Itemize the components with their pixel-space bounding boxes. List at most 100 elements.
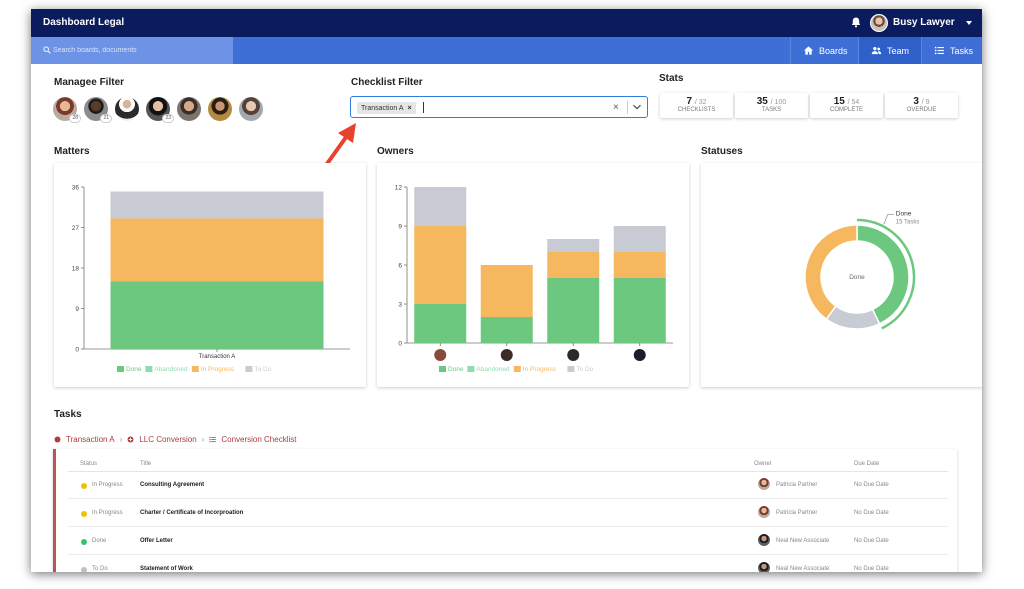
user-avatar[interactable] xyxy=(870,14,888,32)
stat-total: / 9 xyxy=(921,99,930,106)
owner-avatar xyxy=(758,506,770,518)
manager-avatar[interactable]: 28 xyxy=(53,97,81,123)
column-header-status[interactable]: Status xyxy=(80,461,98,467)
legend-label[interactable]: Abandoned xyxy=(154,366,188,373)
legend-label[interactable]: Done xyxy=(126,366,142,373)
task-title[interactable]: Charter / Certificate of Incorproation xyxy=(140,510,244,516)
table-row[interactable]: In Progress Charter / Certificate of Inc… xyxy=(68,499,948,527)
manager-avatar[interactable] xyxy=(115,97,139,121)
table-row[interactable]: In Progress Consulting Agreement Patrici… xyxy=(68,471,948,499)
breadcrumb-item-checklist[interactable]: Conversion Checklist xyxy=(221,434,297,444)
owner-avatar[interactable] xyxy=(567,349,580,361)
manager-avatar[interactable] xyxy=(177,97,201,121)
pie-highlight-label: Done xyxy=(896,210,912,217)
checklist-select[interactable]: Transaction A × × xyxy=(350,96,648,118)
legend-swatch xyxy=(145,366,153,372)
stat-card-overdue[interactable]: 3 / 9 OVERDUE xyxy=(885,93,958,118)
pie-slice-in-progress[interactable] xyxy=(804,224,858,321)
stat-card-checklists[interactable]: 7 / 32 CHECKLISTS xyxy=(660,93,733,118)
table-row[interactable]: Done Offer Letter Neal New Associate No … xyxy=(68,527,948,555)
y-tick-label: 0 xyxy=(75,347,79,354)
legend-label[interactable]: Abandoned xyxy=(476,366,510,373)
search-box xyxy=(31,37,233,64)
legend-label[interactable]: To Do xyxy=(576,366,593,373)
legend-label[interactable]: In Progress xyxy=(523,366,557,373)
stat-card-complete[interactable]: 15 / 54 COMPLETE xyxy=(810,93,883,118)
legend-swatch xyxy=(513,366,521,372)
chevron-down-icon[interactable] xyxy=(632,103,642,111)
bar-segment-in-progress[interactable] xyxy=(480,265,533,317)
clear-icon[interactable]: × xyxy=(613,102,619,113)
tab-tasks-label: Tasks xyxy=(950,45,974,56)
manager-avatar[interactable] xyxy=(208,97,232,121)
stat-value: 7 xyxy=(686,96,693,107)
legend-label[interactable]: In Progress xyxy=(201,366,235,373)
legend-swatch xyxy=(567,366,575,372)
manager-avatar[interactable]: 23 xyxy=(146,97,174,123)
owner-avatar[interactable] xyxy=(633,349,646,361)
tab-tasks[interactable]: Tasks xyxy=(921,37,982,64)
breadcrumb-separator: › xyxy=(119,434,123,444)
column-header-title[interactable]: Title xyxy=(140,461,152,467)
app-title[interactable]: Dashboard Legal xyxy=(43,17,125,28)
stat-card-tasks[interactable]: 35 / 100 TASKS xyxy=(735,93,808,118)
breadcrumb-item-board[interactable]: LLC Conversion xyxy=(139,434,197,444)
stat-total: / 100 xyxy=(770,99,787,106)
bar-segment-to-do[interactable] xyxy=(547,239,600,252)
task-title[interactable]: Offer Letter xyxy=(140,538,173,544)
matters-chart-card: 0 9 18 27 36 Transaction A Done Abandoned In Pro… xyxy=(54,163,366,387)
y-tick-label: 36 xyxy=(72,185,80,192)
table-row[interactable]: To Do Statement of Work Neal New Associa… xyxy=(68,555,948,572)
statuses-chart-card: Done 15 Tasks Done xyxy=(701,163,982,387)
bar-segment-in-progress[interactable] xyxy=(613,252,666,278)
bar-segment-in-progress[interactable] xyxy=(547,252,600,278)
column-header-owner[interactable]: Owner xyxy=(754,461,772,467)
manager-avatar[interactable] xyxy=(239,97,263,121)
stat-label: COMPLETE xyxy=(829,107,863,113)
chevron-down-icon[interactable] xyxy=(966,21,972,25)
list-icon xyxy=(934,46,944,55)
bar-segment-done[interactable] xyxy=(547,278,600,343)
bell-icon[interactable] xyxy=(850,16,862,28)
legend-swatch xyxy=(191,366,199,372)
task-title[interactable]: Consulting Agreement xyxy=(140,482,205,488)
bar-segment-done[interactable] xyxy=(480,317,533,343)
manager-badge: 21 xyxy=(100,114,112,123)
search-input[interactable] xyxy=(53,42,229,59)
legend-label[interactable]: To Do xyxy=(254,366,271,373)
stat-total: / 54 xyxy=(847,99,860,106)
text-cursor xyxy=(423,102,424,113)
task-owner: Neal New Associate xyxy=(776,566,830,572)
breadcrumb-item-matter[interactable]: Transaction A xyxy=(66,434,115,444)
bar-segment-done[interactable] xyxy=(613,278,666,343)
matters-title: Matters xyxy=(54,146,90,157)
task-owner: Neal New Associate xyxy=(776,538,830,544)
tasks-title: Tasks xyxy=(54,409,82,420)
user-name[interactable]: Busy Lawyer xyxy=(893,17,955,28)
legend-label[interactable]: Done xyxy=(448,366,464,373)
pie-center-label: Done xyxy=(849,274,865,281)
status-dot xyxy=(81,511,87,517)
owner-avatar[interactable] xyxy=(434,349,447,361)
task-title[interactable]: Statement of Work xyxy=(140,566,193,572)
bar-segment-to-do[interactable] xyxy=(110,191,324,219)
pie-slice-to-do[interactable] xyxy=(825,305,881,330)
stat-total: / 32 xyxy=(694,99,707,106)
bar-segment-in-progress[interactable] xyxy=(110,218,324,282)
bar-segment-done[interactable] xyxy=(414,304,467,343)
bar-segment-done[interactable] xyxy=(110,281,324,350)
managee-filter-title: Managee Filter xyxy=(54,77,125,88)
y-tick-label: 18 xyxy=(72,266,80,273)
column-header-due-date[interactable]: Due Date xyxy=(854,461,880,467)
tab-team[interactable]: Team xyxy=(858,37,921,64)
bar-segment-to-do[interactable] xyxy=(613,226,666,252)
bar-segment-in-progress[interactable] xyxy=(414,226,467,304)
task-status: To Do xyxy=(92,566,108,572)
bar-segment-to-do[interactable] xyxy=(414,187,467,226)
tab-boards[interactable]: Boards xyxy=(790,37,858,64)
manager-avatar[interactable]: 21 xyxy=(84,97,112,123)
owner-avatar[interactable] xyxy=(500,349,513,361)
selected-chip[interactable]: Transaction A × xyxy=(357,102,416,114)
legend-swatch xyxy=(245,366,253,372)
chip-remove-icon[interactable]: × xyxy=(407,104,412,112)
